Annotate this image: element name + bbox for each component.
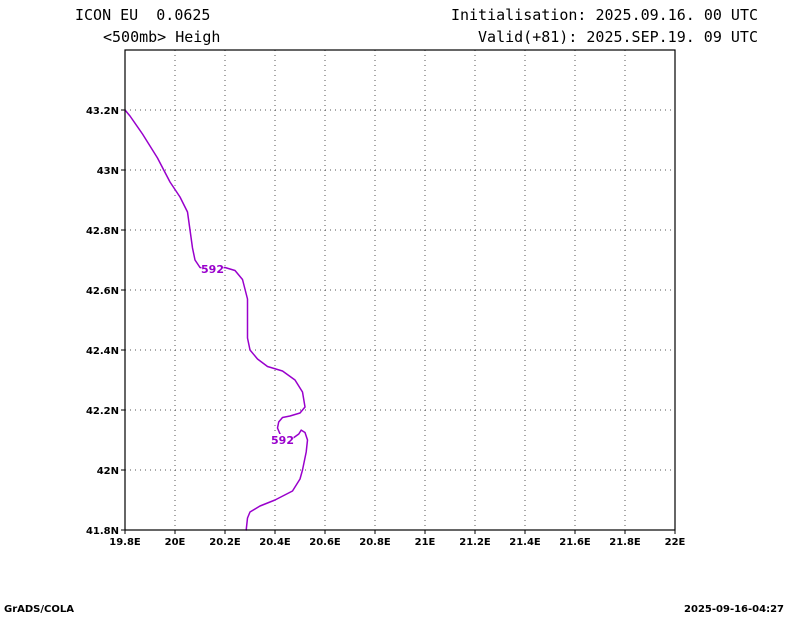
x-tick-label: 19.8E — [109, 537, 141, 548]
x-tick-label: 21.8E — [609, 537, 641, 548]
y-tick-label: 43.2N — [86, 106, 119, 117]
x-tick-label: 21.6E — [559, 537, 591, 548]
x-tick-label: 21E — [415, 537, 436, 548]
plot-frame — [124, 49, 676, 531]
grid-lines — [125, 50, 675, 530]
x-tick-label: 20.2E — [209, 537, 241, 548]
x-tick-label: 20E — [165, 537, 186, 548]
y-tick-label: 42N — [97, 466, 119, 477]
footer-timestamp: 2025-09-16-04:27 — [684, 604, 784, 615]
field-title: <500mb> Heigh — [103, 28, 221, 46]
footer-credit: GrADS/COLA — [4, 604, 74, 615]
x-tick-label: 20.8E — [359, 537, 391, 548]
valid-time: Valid(+81): 2025.SEP.19. 09 UTC — [478, 28, 758, 46]
x-tick-label: 22E — [665, 537, 686, 548]
contour-label-bg — [201, 263, 224, 275]
x-tick-label: 20.6E — [309, 537, 341, 548]
x-tick-label: 21.2E — [459, 537, 491, 548]
init-time: Initialisation: 2025.09.16. 00 UTC — [450, 6, 758, 24]
y-tick-label: 42.8N — [86, 226, 119, 237]
y-tick-label: 43N — [97, 166, 119, 177]
model-title: ICON EU 0.0625 — [75, 6, 211, 24]
contour-line-592 — [124, 109, 309, 531]
y-tick-label: 42.6N — [86, 286, 119, 297]
y-tick-label: 42.2N — [86, 406, 119, 417]
axis-ticks: 19.8E 20E 20.2E 20.4E 20.6E 20.8E 21E 21.2E 21.4… — [86, 106, 686, 548]
contour-label: 592 — [201, 263, 224, 276]
y-tick-label: 42.4N — [86, 346, 119, 357]
contour-label: 592 — [271, 434, 294, 447]
x-tick-label: 20.4E — [259, 537, 291, 548]
y-tick-label: 41.8N — [86, 526, 119, 537]
x-tick-label: 21.4E — [509, 537, 541, 548]
contour-label-bg — [271, 434, 294, 446]
contour-lines: 592 592 — [124, 109, 309, 531]
